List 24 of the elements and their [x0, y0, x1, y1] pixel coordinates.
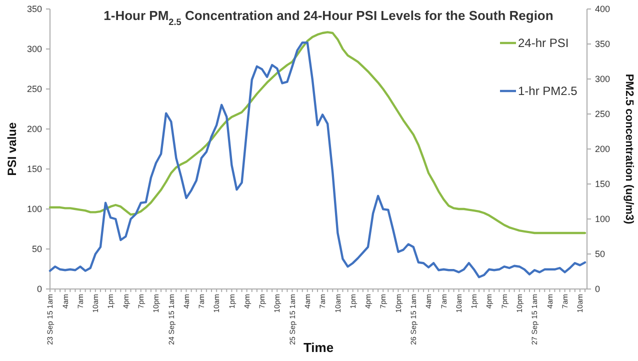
- legend-label: 24-hr PSI: [518, 36, 569, 50]
- y2-tick-label: 150: [595, 179, 610, 190]
- chart-title: 1-Hour PM$_{2.5}$ Concentration and 24-Hour PSI Levels for the South Region: [104, 8, 554, 27]
- y-tick-label: 0: [36, 284, 42, 294]
- legend-label: 1-hr PM2.5: [518, 84, 578, 98]
- y-tick-label: 350: [26, 4, 42, 14]
- y2-tick-label: 50: [595, 249, 606, 260]
- y2-tick-label: 400: [595, 4, 610, 14]
- y2-tick-label: 350: [595, 39, 610, 50]
- y-tick-label: 100: [26, 204, 42, 214]
- y-tick-label: 150: [26, 164, 42, 174]
- y2-tick-label: 250: [595, 109, 610, 120]
- y-tick-label: 50: [32, 244, 42, 254]
- line-series: [48, 31, 586, 234]
- y2-tick-label: 300: [595, 74, 610, 84]
- y-tick-label: 300: [26, 44, 42, 54]
- y2-tick-label: 200: [595, 144, 610, 154]
- y2-axis-title: PM2.5 concentration (ug/m3): [623, 74, 635, 225]
- x-axis-title: Time: [303, 340, 334, 355]
- y2-tick-label: 100: [595, 214, 610, 224]
- y2-tick-label: 0: [595, 284, 600, 294]
- y-axis-title: PSI value: [5, 122, 19, 176]
- y-tick-label: 250: [26, 84, 42, 94]
- y-tick-label: 200: [26, 124, 42, 134]
